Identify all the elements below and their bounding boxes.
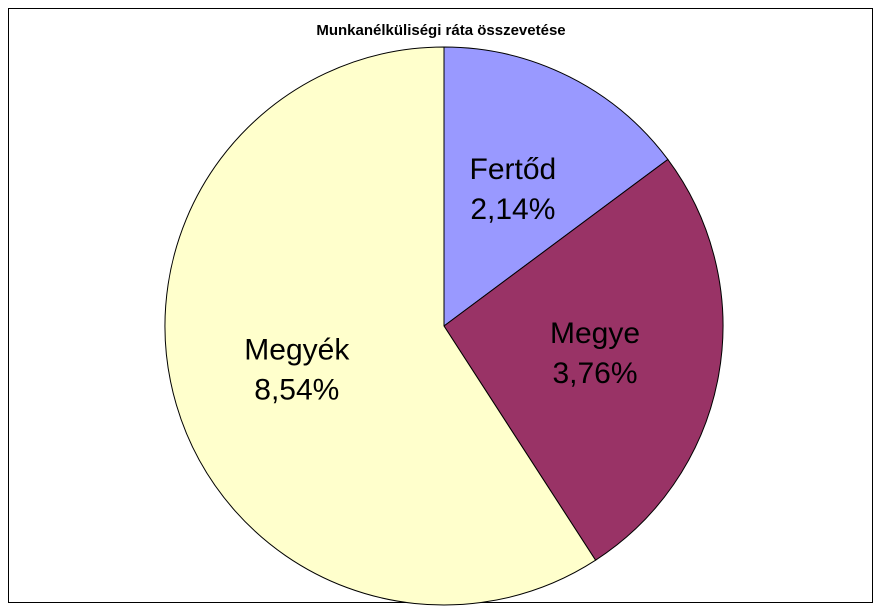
chart-title: Munkanélküliségi ráta összevetése [316, 22, 565, 39]
slice-value: 2,14% [470, 193, 555, 226]
pie-slice [164, 46, 597, 606]
slice-value: 8,54% [254, 373, 339, 406]
pie-slice [443, 158, 724, 561]
slice-name: Megye [550, 317, 640, 350]
slice-label: Megye 3,76% [550, 317, 640, 390]
slice-value: 3,76% [552, 357, 637, 390]
slice-label: Megyék 8,54% [244, 333, 350, 406]
slice-label: Fertőd 2,14% [470, 153, 557, 226]
slice-name: Fertőd [470, 153, 557, 186]
pie-slice [443, 46, 669, 327]
slice-name: Megyék [244, 333, 350, 366]
